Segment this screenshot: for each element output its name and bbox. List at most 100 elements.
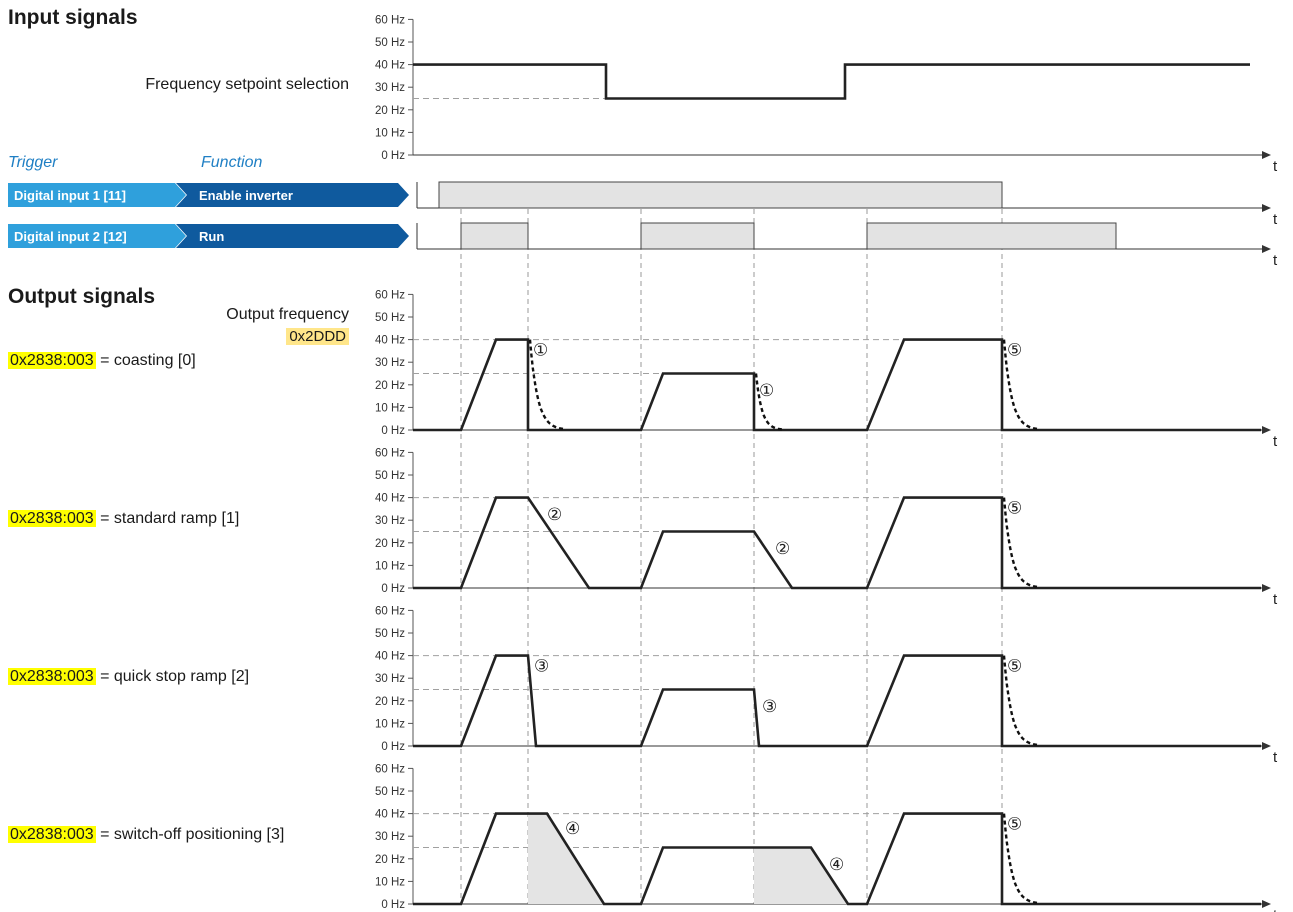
input-axis-label: t <box>1273 158 1278 175</box>
output-2-tick-label: 30 Hz <box>375 673 405 685</box>
callout-marker: ⑤ <box>1007 656 1022 675</box>
output-3-axis-arrow <box>1262 900 1271 908</box>
trigger-heading: Trigger <box>8 154 58 171</box>
callout-marker: ② <box>547 505 562 524</box>
run-axis-arrow <box>1262 245 1271 253</box>
output-3-axis-label: t <box>1273 907 1278 912</box>
trigger-chip <box>8 224 186 248</box>
function-label: Run <box>199 229 224 244</box>
output-1-axis-label: t <box>1273 591 1278 608</box>
output-2-tick-label: 10 Hz <box>375 718 405 730</box>
output-0-tick-label: 30 Hz <box>375 357 405 369</box>
callout-marker: ④ <box>829 855 844 874</box>
output-0-axis-arrow <box>1262 426 1271 434</box>
output-0-tick-label: 10 Hz <box>375 402 405 414</box>
callout-marker: ⑤ <box>1007 340 1022 359</box>
coasting-decay-curve <box>754 373 783 431</box>
input-tick-label: 60 Hz <box>375 14 405 26</box>
output-1-tick-label: 40 Hz <box>375 493 405 505</box>
run-pulse <box>640 222 755 250</box>
function-chip <box>176 224 409 248</box>
output-0-tick-label: 50 Hz <box>375 312 405 324</box>
callout-marker: ③ <box>534 656 549 675</box>
output-2-tick-label: 20 Hz <box>375 696 405 708</box>
mode-label-switch-off-positioning: 0x2838:003 = switch-off positioning [3] <box>8 826 284 844</box>
output-1-tick-label: 10 Hz <box>375 560 405 572</box>
enable-pulse <box>438 181 1003 209</box>
trigger-chip <box>8 183 186 207</box>
output-1-tick-label: 50 Hz <box>375 470 405 482</box>
output-1-axis-arrow <box>1262 584 1271 592</box>
input-tick-label: 40 Hz <box>375 60 405 72</box>
output-3-tick-label: 0 Hz <box>381 899 405 911</box>
mode-label-standard-ramp: 0x2838:003 = standard ramp [1] <box>8 510 239 528</box>
mode-label-coasting: 0x2838:003 = coasting [0] <box>8 352 196 370</box>
output-1-tick-label: 0 Hz <box>381 583 405 595</box>
input-tick-label: 0 Hz <box>381 150 405 162</box>
output-signals-heading: Output signals <box>8 285 155 308</box>
mode-text: = coasting [0] <box>100 352 196 369</box>
output-0-axis-label: t <box>1273 433 1278 450</box>
input-tick-label: 30 Hz <box>375 82 405 94</box>
input-tick-label: 10 Hz <box>375 127 405 139</box>
enable-axis-label: t <box>1273 211 1278 228</box>
output-0-tick-label: 0 Hz <box>381 425 405 437</box>
output-2-tick-label: 40 Hz <box>375 651 405 663</box>
positioning-area <box>528 813 604 904</box>
mode-code: 0x2838:003 <box>8 352 96 369</box>
positioning-area <box>754 847 848 904</box>
output-0-tick-label: 20 Hz <box>375 380 405 392</box>
function-chip <box>176 183 409 207</box>
frequency-setpoint-label: Frequency setpoint selection <box>145 76 349 93</box>
output-frequency-code: 0x2DDD <box>286 328 349 345</box>
callout-marker: ① <box>759 381 774 400</box>
setpoint-waveform <box>413 63 1250 100</box>
output-1-tick-label: 30 Hz <box>375 515 405 527</box>
output-2-axis-label: t <box>1273 749 1278 766</box>
function-label: Enable inverter <box>199 188 293 203</box>
mode-text: = switch-off positioning [3] <box>100 826 285 843</box>
run-pulse <box>460 222 529 250</box>
callout-marker: ④ <box>565 819 580 838</box>
output-1-tick-label: 60 Hz <box>375 447 405 459</box>
input-axis-arrow <box>1262 151 1271 159</box>
mode-code: 0x2838:003 <box>8 668 96 685</box>
callout-marker: ③ <box>762 697 777 716</box>
output-frequency-label: Output frequency <box>226 306 349 323</box>
mode-text: = quick stop ramp [2] <box>100 668 250 685</box>
input-tick-label: 20 Hz <box>375 105 405 117</box>
run-axis-label: t <box>1273 252 1278 269</box>
callout-marker: ① <box>533 340 548 359</box>
input-tick-label: 50 Hz <box>375 37 405 49</box>
trigger-label: Digital input 1 [11] <box>14 188 126 203</box>
enable-axis-arrow <box>1262 204 1271 212</box>
callout-marker: ⑤ <box>1007 498 1022 517</box>
mode-text: = standard ramp [1] <box>100 510 240 527</box>
output-3-tick-label: 30 Hz <box>375 831 405 843</box>
input-signals-heading: Input signals <box>8 6 138 29</box>
run-pulse <box>866 222 1117 250</box>
output-frequency-waveform <box>413 496 1261 590</box>
output-2-tick-label: 60 Hz <box>375 605 405 617</box>
output-2-tick-label: 50 Hz <box>375 628 405 640</box>
output-2-tick-label: 0 Hz <box>381 741 405 753</box>
mode-code: 0x2838:003 <box>8 510 96 527</box>
output-3-tick-label: 50 Hz <box>375 786 405 798</box>
output-0-tick-label: 60 Hz <box>375 289 405 301</box>
mode-label-quick-stop: 0x2838:003 = quick stop ramp [2] <box>8 668 249 686</box>
function-heading: Function <box>201 154 263 171</box>
trigger-label: Digital input 2 [12] <box>14 229 127 244</box>
output-frequency-waveform <box>413 654 1261 748</box>
output-3-tick-label: 40 Hz <box>375 809 405 821</box>
output-frequency-waveform <box>413 338 1261 432</box>
output-2-axis-arrow <box>1262 742 1271 750</box>
callout-marker: ⑤ <box>1007 814 1022 833</box>
output-0-tick-label: 40 Hz <box>375 335 405 347</box>
output-3-tick-label: 10 Hz <box>375 876 405 888</box>
output-1-tick-label: 20 Hz <box>375 538 405 550</box>
output-3-tick-label: 60 Hz <box>375 763 405 775</box>
callout-marker: ② <box>775 539 790 558</box>
mode-code: 0x2838:003 <box>8 826 96 843</box>
output-3-tick-label: 20 Hz <box>375 854 405 866</box>
